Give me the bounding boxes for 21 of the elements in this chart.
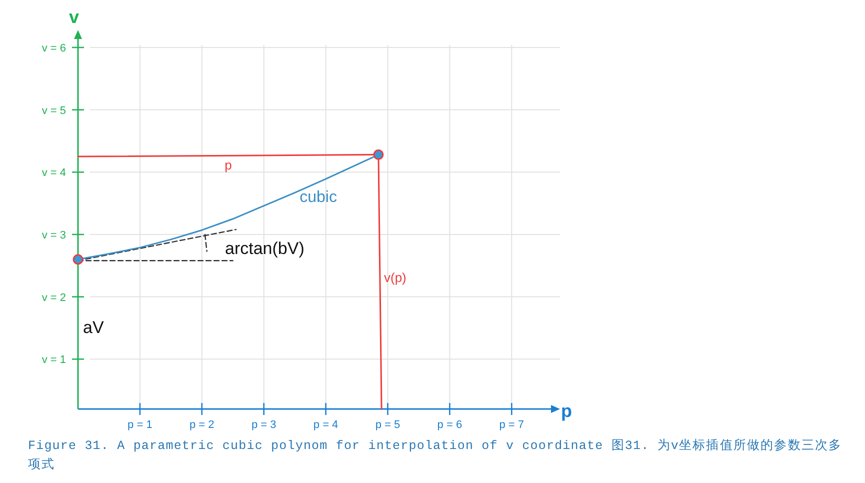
annotation: aV [83,318,104,337]
y-tick-label: v = 3 [42,229,66,242]
caption: Figure 31. A parametric cubic polynom for interpolation of v coordinate 图31. 为v坐标插值所做的参数三次多项式 [28,438,844,474]
series-label: v(p) [384,270,406,285]
x-tick-label: p = 6 [437,419,462,431]
y-axis-title: v [68,7,80,27]
x-axis-title: p [561,401,572,421]
series-label: cubic [300,188,337,206]
x-tick-label: p = 5 [375,419,400,431]
y-tick-label: v = 4 [42,167,66,180]
y-tick-label: v = 1 [42,354,66,366]
series-label: p [224,158,232,173]
x-tick-label: p = 3 [251,419,276,431]
y-tick-label: v = 5 [42,104,66,117]
y-tick-label: v = 6 [42,42,66,54]
x-tick-label: p = 4 [313,419,338,431]
y-tick-label: v = 2 [42,292,66,304]
x-tick-label: p = 2 [190,419,214,431]
x-tick-label: p = 7 [499,419,524,431]
annotation: arctan(bV) [225,239,304,258]
x-tick-label: p = 1 [128,419,152,431]
